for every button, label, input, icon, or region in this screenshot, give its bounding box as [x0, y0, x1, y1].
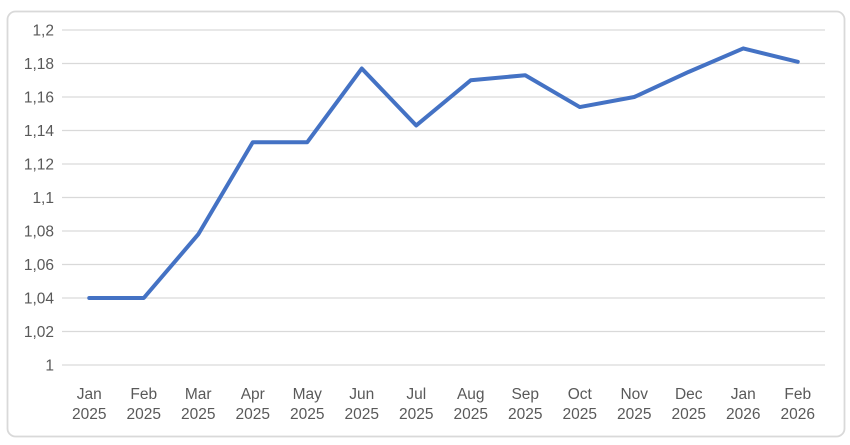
- y-tick-label: 1,16: [24, 90, 54, 107]
- gridlines: [62, 29, 825, 366]
- x-tick-label-year: 2025: [72, 406, 106, 423]
- x-tick-label-year: 2025: [181, 406, 215, 423]
- x-tick-label-month: Jul: [406, 386, 426, 403]
- x-tick-label-year: 2025: [617, 406, 651, 423]
- x-tick-label-year: 2026: [781, 406, 815, 423]
- x-tick-label-month: Jan: [731, 386, 756, 403]
- x-tick-label-month: Mar: [185, 386, 212, 403]
- x-tick-label-month: Feb: [130, 386, 157, 403]
- x-tick-label-month: Feb: [784, 386, 811, 403]
- x-tick-label-year: 2025: [127, 406, 161, 423]
- y-tick-label: 1,1: [32, 190, 54, 207]
- x-tick-label-year: 2025: [454, 406, 488, 423]
- y-tick-label: 1,2: [32, 23, 54, 40]
- x-tick-label-year: 2025: [563, 406, 597, 423]
- x-tick-label-year: 2025: [290, 406, 324, 423]
- x-tick-label-month: Oct: [568, 386, 593, 403]
- chart-frame-border: [6, 10, 846, 438]
- y-tick-label: 1: [45, 358, 54, 375]
- series-line: [87, 46, 800, 300]
- y-tick-label: 1,02: [24, 324, 54, 341]
- x-tick-label-year: 2025: [399, 406, 433, 423]
- x-tick-label-month: Aug: [457, 386, 485, 403]
- x-tick-label-year: 2026: [726, 406, 760, 423]
- y-tick-label: 1,12: [24, 157, 54, 174]
- x-tick-label-year: 2025: [345, 406, 379, 423]
- x-tick-label-month: Apr: [241, 386, 265, 403]
- y-axis-labels: 1 1,02 1,04 1,06 1,08 1,1 1,12 1,14 1,16 1,18 1,2: [24, 23, 55, 375]
- y-tick-label: 1,08: [24, 224, 54, 241]
- x-tick-label-month: Jan: [77, 386, 102, 403]
- x-tick-label-month: Nov: [620, 386, 648, 403]
- y-tick-label: 1,14: [24, 123, 55, 140]
- y-tick-label: 1,18: [24, 56, 54, 73]
- x-tick-label-year: 2025: [508, 406, 542, 423]
- y-tick-label: 1,06: [24, 257, 54, 274]
- x-tick-label-month: Dec: [675, 386, 703, 403]
- x-tick-label-year: 2025: [236, 406, 270, 423]
- x-tick-label-month: Jun: [349, 386, 374, 403]
- x-tick-label-month: May: [293, 386, 323, 403]
- y-tick-label: 1,04: [24, 291, 55, 308]
- x-tick-label-month: Sep: [511, 386, 539, 403]
- x-axis-labels: Jan 2025 Feb 2025 Mar 2025 Apr 2025 May 2025 Jun 20…: [72, 386, 815, 423]
- x-tick-label-year: 2025: [672, 406, 706, 423]
